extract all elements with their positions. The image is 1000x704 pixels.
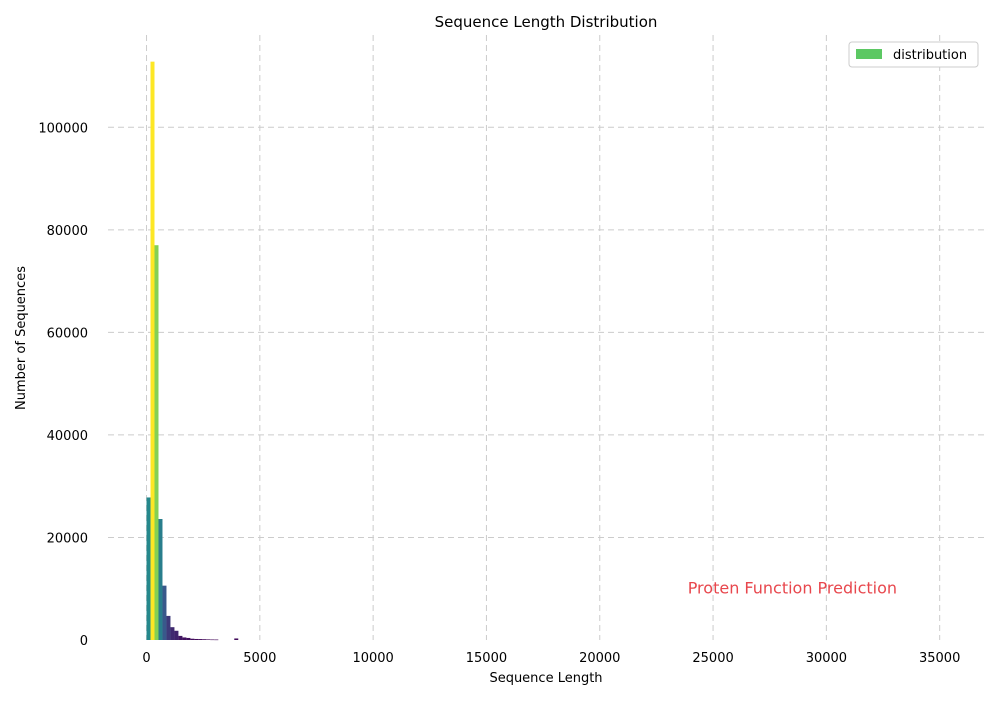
y-tick-label: 80000 xyxy=(47,224,88,239)
histogram-bar xyxy=(194,638,199,640)
y-tick-label: 40000 xyxy=(47,429,88,444)
histogram-bar xyxy=(166,615,171,640)
histogram-bar xyxy=(202,639,207,640)
x-tick-label: 0 xyxy=(142,651,150,666)
chart-title: Sequence Length Distribution xyxy=(435,13,658,31)
annotation-text: Proten Function Prediction xyxy=(688,579,897,598)
histogram-bar xyxy=(170,627,175,640)
x-tick-label: 35000 xyxy=(919,651,960,666)
legend-frame xyxy=(848,41,979,68)
legend: distribution xyxy=(848,41,979,68)
y-tick-label: 100000 xyxy=(38,121,88,136)
histogram-bar xyxy=(214,639,219,641)
legend-label: distribution xyxy=(893,48,967,63)
histogram-bar xyxy=(174,630,179,640)
y-tick-label: 0 xyxy=(80,634,88,649)
legend-swatch xyxy=(856,49,882,59)
x-tick-labels: 0 5000 10000 15000 20000 25000 30000 35000 xyxy=(142,651,960,666)
y-tick-label: 60000 xyxy=(47,326,88,341)
x-tick-label: 30000 xyxy=(806,651,847,666)
histogram-bar xyxy=(146,497,151,640)
histogram-bar xyxy=(158,519,163,640)
bars-layer xyxy=(146,61,239,641)
histogram-bar xyxy=(186,637,191,640)
histogram-bar xyxy=(210,639,215,641)
histogram-bar xyxy=(182,637,187,640)
grid-layer xyxy=(108,35,985,640)
x-axis-label: Sequence Length xyxy=(489,671,602,686)
x-tick-label: 15000 xyxy=(466,651,507,666)
x-tick-label: 25000 xyxy=(692,651,733,666)
histogram-bar xyxy=(150,61,155,641)
histogram-bar xyxy=(206,639,211,640)
histogram-bar xyxy=(234,638,239,640)
y-tick-label: 20000 xyxy=(47,531,88,546)
histogram-bar xyxy=(154,245,159,641)
x-tick-label: 5000 xyxy=(243,651,276,666)
x-tick-label: 20000 xyxy=(579,651,620,666)
y-tick-labels: 0 20000 40000 60000 80000 100000 xyxy=(38,121,88,649)
histogram-bar xyxy=(162,585,167,640)
histogram-bar xyxy=(190,638,195,640)
y-axis-label: Number of Sequences xyxy=(14,266,29,410)
x-tick-label: 10000 xyxy=(352,651,393,666)
histogram-bar xyxy=(198,639,203,640)
histogram-bar xyxy=(178,635,183,640)
